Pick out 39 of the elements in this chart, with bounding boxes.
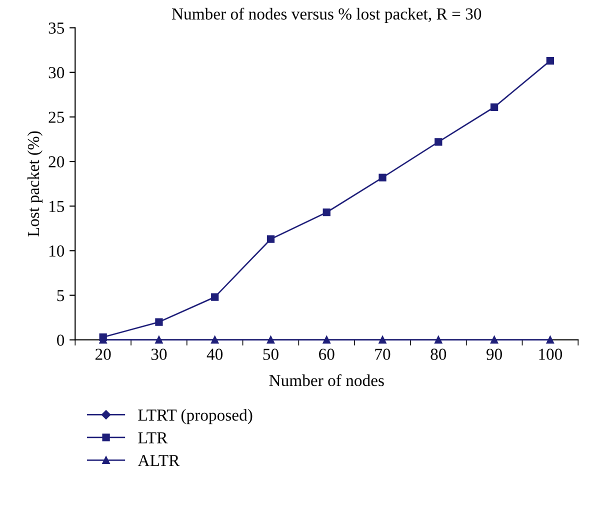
point [322,208,330,216]
y-tick-label: 20 [48,156,64,168]
y-tick-label: 15 [50,200,64,212]
legend-label: LTRT (proposed) [138,409,252,424]
y-tick-label: 35 [48,22,64,34]
point [490,103,498,111]
y-tick-label: 25 [48,112,64,123]
point [434,138,442,146]
point [266,235,275,243]
point [155,336,163,344]
point [546,56,554,65]
y-tick-label: 30 [48,67,64,78]
point [211,293,219,301]
point [322,336,330,344]
point [378,336,386,344]
point [266,336,275,344]
point [211,336,219,344]
x-tick-label: 50 [263,348,278,360]
x-tick-label: 70 [375,348,390,360]
x-axis-title: Number of nodes [269,374,384,386]
point [490,336,498,344]
x-tick-label: 20 [95,348,111,360]
x-tick-label: 40 [206,348,223,360]
chart-title: Number of nodes versus % lost packet, R = 30 [172,8,482,23]
y-tick-label: 5 [57,290,64,302]
y-tick-label: 0 [57,334,64,346]
x-tick-label: 30 [151,348,167,360]
x-tick-label: 80 [430,348,446,360]
y-axis-title: Lost packet (%) [27,131,43,237]
legend-label: LTR [138,432,168,444]
point [546,336,554,344]
x-tick-label: 90 [486,348,502,360]
x-tick-label: 60 [319,348,334,360]
y-tick-label: 10 [50,245,64,257]
point [155,318,163,326]
point [434,336,442,344]
point [378,174,386,182]
legend-label: ALTR [138,454,180,466]
x-tick-label: 100 [539,348,562,360]
